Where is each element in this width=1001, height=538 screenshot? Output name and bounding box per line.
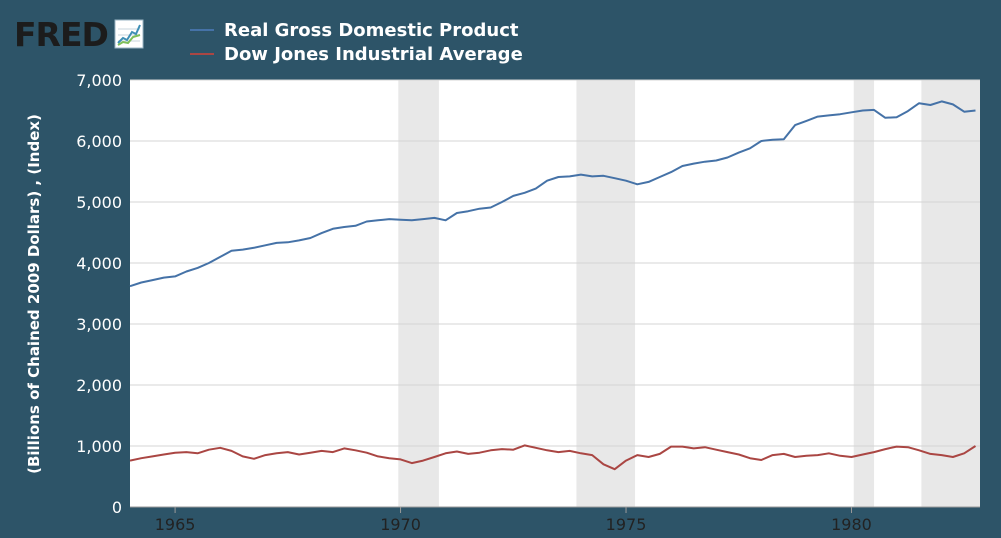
recession-band [921,80,980,507]
recession-band [576,80,636,507]
recession-band [398,80,439,507]
legend-label-gdp: Real Gross Domestic Product [224,19,519,41]
x-tick-label: 1975 [606,515,647,534]
y-tick-label: 5,000 [76,193,122,212]
y-tick-label: 3,000 [76,315,122,334]
logo-wordmark: FRED [14,14,109,54]
graph-icon [114,19,144,49]
fred-logo[interactable]: FRED [14,14,144,54]
legend-swatch-dow [190,53,214,55]
x-tick-label: 1970 [380,515,421,534]
legend-swatch-gdp [190,29,214,31]
y-tick-label: 0 [112,498,122,517]
legend-item-dow[interactable]: Dow Jones Industrial Average [190,42,523,66]
y-tick-label: 2,000 [76,376,122,395]
legend-item-gdp[interactable]: Real Gross Domestic Product [190,18,523,42]
x-tick-label: 1965 [155,515,196,534]
series-line-dow [129,444,977,471]
y-tick-label: 6,000 [76,132,122,151]
y-tick-label: 7,000 [76,71,122,90]
recession-band [853,80,875,507]
legend-label-dow: Dow Jones Industrial Average [224,43,523,65]
y-tick-label: 1,000 [76,437,122,456]
x-tick-label: 1980 [831,515,872,534]
chart-legend: Real Gross Domestic Product Dow Jones In… [190,18,523,66]
series-line-gdp [129,100,976,288]
plot-area [130,80,980,507]
y-tick-label: 4,000 [76,254,122,273]
